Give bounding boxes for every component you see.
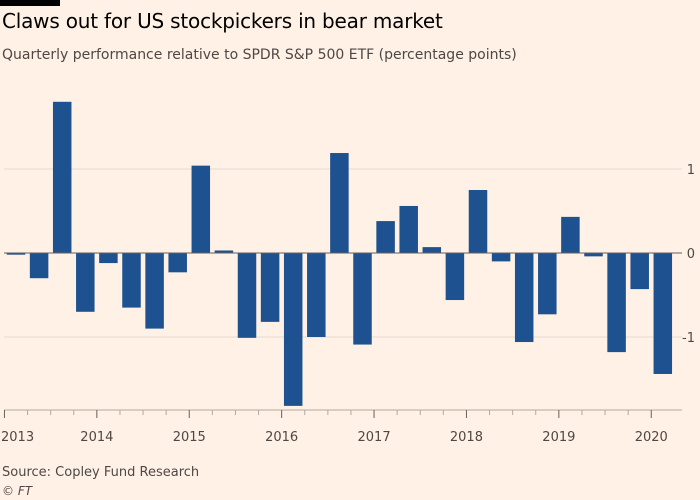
x-tick-label: 2020 [635, 430, 668, 445]
ft-top-bar [0, 0, 60, 6]
bar [630, 253, 649, 290]
x-tick-label: 2019 [542, 430, 575, 445]
bar [653, 253, 673, 374]
bar [584, 253, 603, 257]
y-tick-label: 1 [687, 163, 695, 178]
chart-subtitle: Quarterly performance relative to SPDR S… [2, 47, 517, 63]
x-tick-label: 2018 [450, 430, 483, 445]
bar [260, 253, 280, 322]
bar [283, 253, 303, 406]
x-tick-label: 2015 [173, 430, 206, 445]
bar [99, 253, 118, 264]
bar [6, 253, 26, 255]
bar [538, 253, 557, 315]
bar [237, 253, 257, 338]
bar [52, 101, 72, 253]
chart-title: Claws out for US stockpickers in bear ma… [2, 9, 443, 33]
bar [168, 253, 187, 273]
x-tick-label: 2014 [80, 430, 113, 445]
y-tick-label: -1 [682, 331, 695, 346]
bar [514, 253, 534, 343]
x-tick-label: 2017 [358, 430, 391, 445]
bar [607, 253, 626, 353]
bar [76, 253, 95, 312]
bar-chart: 1 0 -1 2013 2014 2015 2016 2017 2018 2019 2020 [1, 101, 695, 445]
x-tick-label: 2016 [265, 430, 298, 445]
bar [29, 253, 49, 279]
bar [445, 253, 465, 301]
bar [376, 221, 395, 253]
bar [468, 190, 488, 253]
bar [330, 153, 349, 253]
bar [422, 247, 442, 253]
bar [353, 253, 372, 345]
bar [561, 216, 580, 253]
bar [145, 253, 164, 329]
bar [307, 253, 326, 337]
y-tick-label: 0 [687, 247, 695, 262]
bar [491, 253, 511, 262]
x-tick-label: 2013 [1, 430, 34, 445]
bar [399, 205, 418, 253]
bar [122, 253, 141, 308]
source-note: Source: Copley Fund Research [2, 465, 200, 480]
bar [191, 165, 211, 253]
ft-credit: © FT [2, 484, 33, 498]
bar [214, 250, 234, 253]
